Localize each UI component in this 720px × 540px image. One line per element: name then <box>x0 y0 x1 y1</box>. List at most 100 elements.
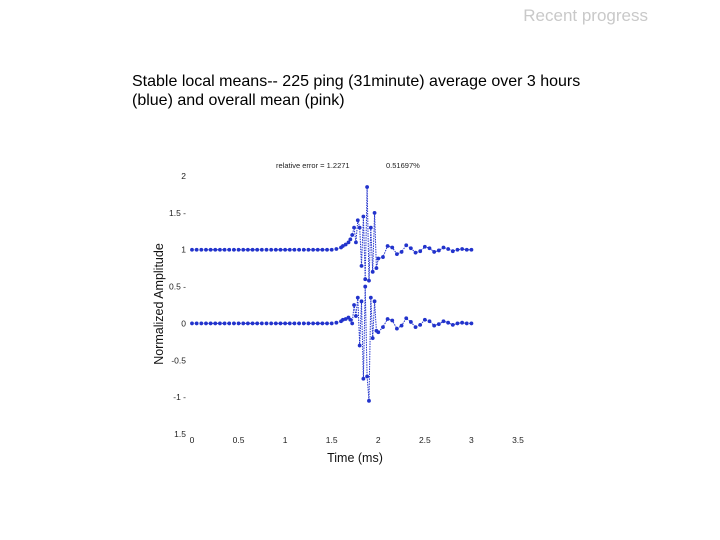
data-point <box>283 247 288 252</box>
data-point <box>259 247 264 252</box>
data-point <box>422 244 427 249</box>
data-point <box>367 278 371 283</box>
data-point <box>190 247 194 252</box>
x-tick-label: 2 <box>376 435 381 445</box>
data-point <box>381 325 385 330</box>
y-tick-label: 1 <box>181 245 186 255</box>
data-point <box>464 321 469 326</box>
data-point <box>227 247 232 252</box>
data-point <box>232 321 236 326</box>
data-point <box>236 247 241 252</box>
data-point <box>232 247 236 252</box>
data-point <box>315 247 320 252</box>
data-point <box>404 243 409 248</box>
y-tick-label: 0 <box>181 318 186 328</box>
x-tick-label: 1 <box>283 435 288 445</box>
data-point <box>413 250 418 255</box>
data-point <box>455 321 460 326</box>
data-point <box>199 321 204 326</box>
data-point <box>367 398 371 403</box>
data-point <box>469 247 474 252</box>
data-point <box>469 321 474 326</box>
data-point <box>255 321 260 326</box>
data-point <box>460 247 465 251</box>
data-point <box>194 247 199 252</box>
data-point <box>194 321 199 326</box>
data-point <box>301 321 306 326</box>
data-point <box>297 321 302 326</box>
data-point <box>441 319 446 324</box>
data-point <box>436 322 441 327</box>
data-point <box>306 321 311 326</box>
data-point <box>204 321 208 326</box>
data-point <box>390 245 395 250</box>
data-point <box>264 321 269 326</box>
data-point <box>346 240 351 245</box>
data-point <box>245 247 250 252</box>
data-point <box>432 250 437 254</box>
data-point <box>208 321 213 326</box>
data-point <box>278 247 283 252</box>
data-point <box>278 321 283 326</box>
y-tick-label: -1 - <box>173 392 186 402</box>
data-point <box>264 247 269 252</box>
data-point <box>259 321 264 326</box>
y-tick-label: 2 <box>181 171 186 181</box>
data-point <box>355 295 360 300</box>
x-tick-label: 1.5 <box>326 435 338 445</box>
data-point <box>348 317 353 322</box>
data-point <box>334 247 339 251</box>
data-point <box>427 319 432 324</box>
data-point <box>350 233 355 237</box>
data-point <box>418 323 423 327</box>
series-line-1 <box>192 187 472 281</box>
data-point <box>427 246 432 251</box>
data-point <box>354 240 358 245</box>
data-point <box>361 376 366 381</box>
data-point <box>418 249 423 254</box>
data-point <box>455 247 460 252</box>
data-point <box>359 299 364 304</box>
data-point <box>250 247 255 252</box>
data-point <box>350 321 355 326</box>
data-point <box>352 303 356 307</box>
data-point <box>357 343 362 348</box>
data-point <box>354 314 358 318</box>
data-point <box>292 321 297 326</box>
data-point <box>213 247 218 252</box>
x-tick-label: 3.5 <box>512 435 524 445</box>
data-point <box>245 321 250 326</box>
data-point <box>359 264 364 268</box>
data-point <box>292 247 297 252</box>
data-point <box>399 323 404 328</box>
data-point <box>315 321 320 326</box>
data-point <box>432 323 437 328</box>
data-point <box>334 320 339 325</box>
data-point <box>287 321 292 326</box>
data-point <box>352 225 356 230</box>
data-point <box>464 247 469 252</box>
data-point <box>311 321 315 326</box>
data-point <box>450 323 455 327</box>
data-point <box>329 321 334 326</box>
data-point <box>370 336 375 341</box>
data-point <box>413 325 418 330</box>
data-point <box>273 247 278 252</box>
data-point <box>436 248 441 253</box>
data-point <box>306 247 311 252</box>
data-point <box>363 284 368 289</box>
data-point <box>320 321 325 326</box>
data-point <box>343 242 348 247</box>
data-point <box>372 299 377 304</box>
data-point <box>227 321 232 326</box>
data-point <box>190 321 194 326</box>
data-point <box>408 246 413 251</box>
data-point <box>343 317 348 321</box>
data-point <box>208 247 213 252</box>
data-point <box>283 321 288 326</box>
data-point <box>372 210 377 215</box>
data-point <box>273 321 278 326</box>
data-point <box>311 247 315 252</box>
y-tick-label: -0.5 <box>171 355 186 365</box>
data-point <box>404 316 409 321</box>
